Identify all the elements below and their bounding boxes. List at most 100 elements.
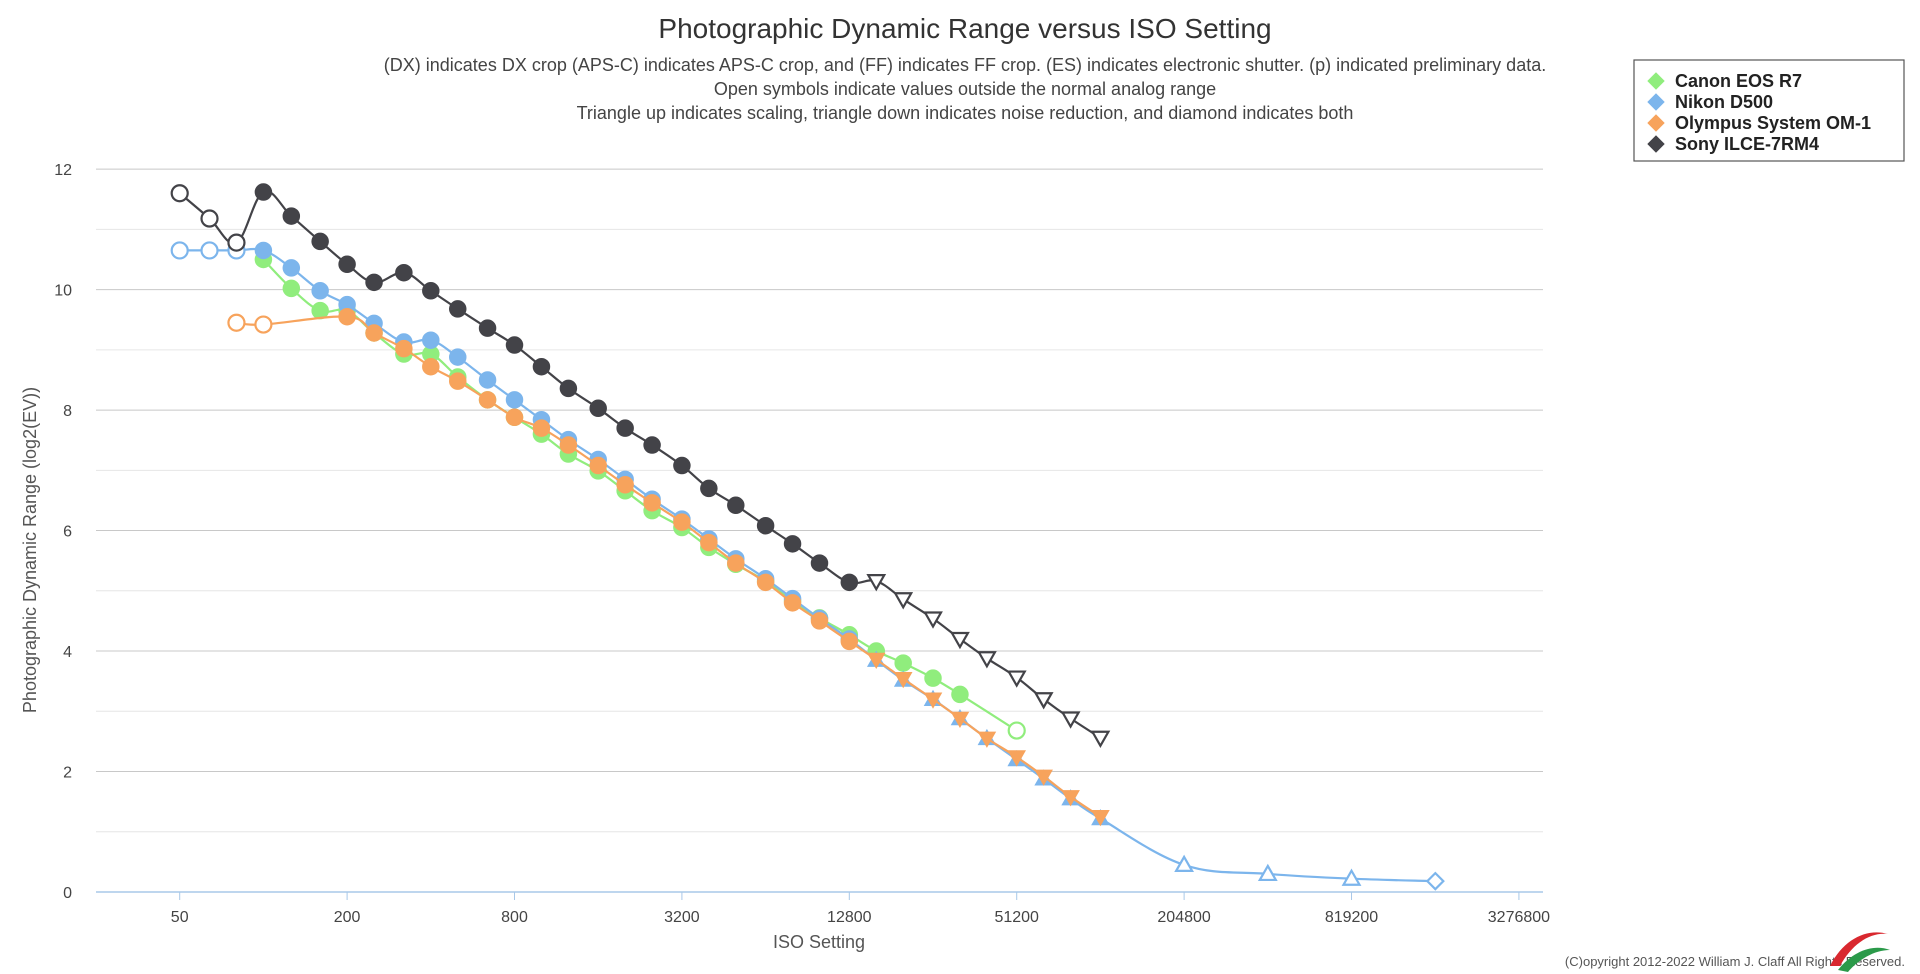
data-point-1-12[interactable]: [505, 391, 524, 409]
x-tick-label-200: 200: [334, 909, 361, 926]
data-point-3-31[interactable]: [1033, 692, 1054, 710]
data-point-2-5[interactable]: [422, 357, 440, 376]
data-point-1-37[interactable]: [1425, 871, 1445, 891]
data-point-3-0[interactable]: [170, 184, 189, 203]
data-point-2-0[interactable]: [227, 313, 246, 332]
data-point-0-24[interactable]: [924, 669, 942, 687]
data-point-1-34[interactable]: [1174, 854, 1195, 872]
data-point-3-14[interactable]: [559, 379, 578, 398]
data-point-3-12[interactable]: [505, 336, 524, 354]
data-point-3-9[interactable]: [422, 282, 440, 300]
data-point-2-27[interactable]: [1034, 769, 1053, 786]
data-point-3-3[interactable]: [254, 183, 273, 201]
data-point-2-23[interactable]: [923, 692, 943, 709]
data-point-3-2[interactable]: [227, 233, 246, 252]
data-point-3-15[interactable]: [589, 399, 607, 418]
data-point-0-26[interactable]: [1007, 721, 1026, 740]
data-point-3-11[interactable]: [478, 319, 497, 337]
data-point-3-23[interactable]: [810, 554, 829, 572]
data-point-3-21[interactable]: [756, 516, 775, 535]
legend-label-1[interactable]: Nikon D500: [1675, 92, 1773, 112]
data-point-2-24[interactable]: [950, 711, 970, 729]
series-sony-ilce-7rm4: [170, 183, 1111, 749]
data-point-3-33[interactable]: [1090, 730, 1111, 749]
data-point-0-23[interactable]: [894, 654, 912, 672]
data-point-3-7[interactable]: [365, 273, 383, 292]
data-point-2-3[interactable]: [365, 324, 383, 342]
data-point-3-1[interactable]: [200, 209, 219, 228]
data-point-2-20[interactable]: [840, 632, 859, 651]
x-tick-label-800: 800: [501, 909, 528, 926]
data-point-0-2[interactable]: [311, 301, 329, 320]
data-point-2-10[interactable]: [559, 436, 578, 454]
data-point-3-24[interactable]: [840, 573, 859, 592]
data-point-3-22[interactable]: [783, 535, 802, 553]
data-point-3-27[interactable]: [923, 611, 943, 629]
data-point-3-17[interactable]: [643, 436, 661, 454]
data-point-2-15[interactable]: [700, 533, 718, 552]
data-point-3-4[interactable]: [282, 207, 301, 225]
data-point-2-14[interactable]: [673, 513, 691, 531]
data-point-2-7[interactable]: [478, 391, 497, 409]
series-nikon-d500: [170, 241, 1445, 891]
data-point-3-5[interactable]: [311, 232, 329, 251]
data-point-2-22[interactable]: [893, 672, 913, 689]
x-tick-label-819200: 819200: [1325, 909, 1378, 926]
data-point-1-1[interactable]: [200, 241, 219, 260]
data-point-1-0[interactable]: [170, 241, 189, 260]
data-point-3-32[interactable]: [1060, 711, 1081, 729]
data-point-2-4[interactable]: [395, 339, 413, 358]
legend-marker-1[interactable]: [1647, 93, 1665, 111]
data-point-2-1[interactable]: [254, 315, 273, 334]
data-point-1-9[interactable]: [422, 331, 440, 349]
data-point-2-13[interactable]: [643, 494, 661, 512]
data-point-2-25[interactable]: [977, 731, 997, 748]
watermark-swoosh-green: [1838, 947, 1890, 972]
data-point-2-6[interactable]: [449, 372, 467, 390]
data-point-3-18[interactable]: [673, 456, 691, 475]
data-point-2-26[interactable]: [1007, 750, 1027, 767]
data-point-2-18[interactable]: [783, 594, 802, 612]
legend-label-3[interactable]: Sony ILCE-7RM4: [1675, 134, 1819, 154]
data-point-2-28[interactable]: [1061, 790, 1080, 807]
data-point-1-35[interactable]: [1257, 863, 1278, 882]
legend-marker-2[interactable]: [1647, 114, 1665, 132]
data-point-2-19[interactable]: [810, 612, 829, 630]
legend-label-2[interactable]: Olympus System OM-1: [1675, 113, 1871, 133]
data-point-3-25[interactable]: [866, 574, 887, 592]
data-point-0-1[interactable]: [282, 279, 301, 298]
data-point-3-26[interactable]: [893, 592, 914, 610]
data-point-2-11[interactable]: [589, 456, 607, 475]
data-point-1-11[interactable]: [478, 371, 497, 389]
data-point-1-36[interactable]: [1341, 868, 1362, 886]
data-point-2-12[interactable]: [616, 476, 634, 494]
data-point-1-5[interactable]: [311, 282, 329, 300]
data-point-3-8[interactable]: [395, 263, 413, 282]
data-point-0-25[interactable]: [951, 685, 969, 704]
data-point-3-16[interactable]: [616, 419, 634, 437]
data-point-1-10[interactable]: [449, 348, 467, 366]
data-point-2-8[interactable]: [505, 408, 524, 427]
data-point-2-21[interactable]: [866, 652, 886, 669]
data-point-3-20[interactable]: [727, 496, 745, 515]
data-point-3-30[interactable]: [1006, 670, 1027, 688]
legend-marker-0[interactable]: [1647, 72, 1665, 90]
data-point-2-9[interactable]: [532, 419, 551, 437]
legend-marker-3[interactable]: [1647, 135, 1665, 153]
x-tick-label-3276800: 3276800: [1488, 909, 1550, 926]
data-point-3-28[interactable]: [950, 631, 970, 650]
data-point-2-17[interactable]: [756, 573, 775, 592]
data-point-2-2[interactable]: [338, 307, 356, 326]
data-point-2-16[interactable]: [727, 554, 745, 572]
data-point-3-19[interactable]: [700, 479, 718, 498]
y-axis-title: Photographic Dynamic Range (log2(EV)): [20, 387, 40, 713]
data-point-3-6[interactable]: [338, 255, 356, 274]
data-point-3-13[interactable]: [532, 357, 551, 376]
data-point-2-29[interactable]: [1091, 809, 1110, 827]
legend-label-0[interactable]: Canon EOS R7: [1675, 71, 1802, 91]
data-point-1-4[interactable]: [282, 259, 301, 277]
data-point-3-10[interactable]: [449, 300, 467, 318]
data-point-1-3[interactable]: [254, 241, 273, 260]
data-point-3-29[interactable]: [977, 651, 997, 669]
